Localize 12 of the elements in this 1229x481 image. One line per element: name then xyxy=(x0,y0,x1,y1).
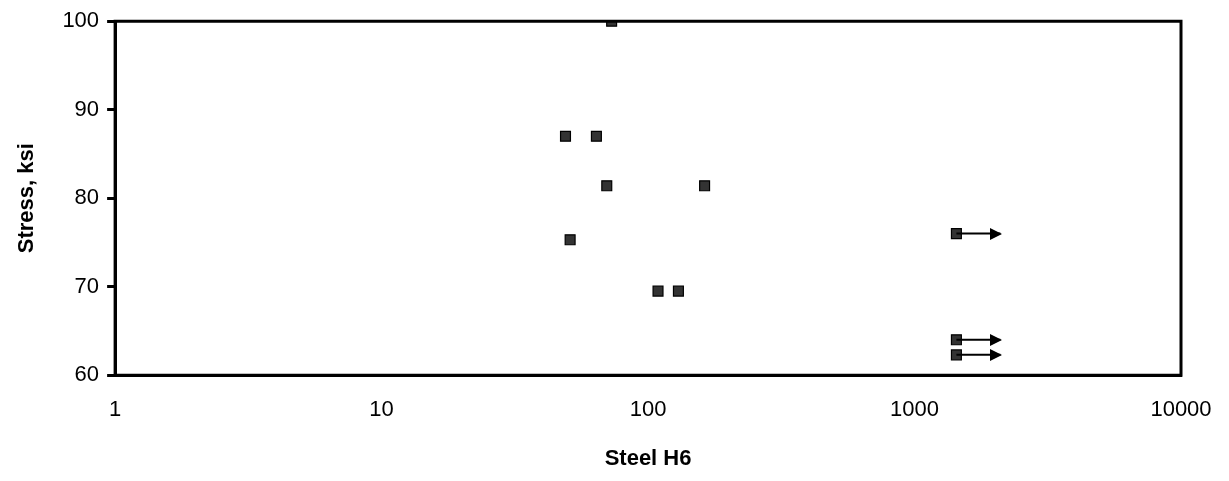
x-tick-label: 10 xyxy=(369,396,394,422)
x-tick-label: 1 xyxy=(108,396,122,422)
y-tick-label: 60 xyxy=(74,361,100,387)
y-tick-label: 70 xyxy=(74,272,100,298)
y-axis-title: Stress, ksi xyxy=(13,143,39,254)
x-tick-label: 10000 xyxy=(1150,396,1212,422)
x-tick-label: 100 xyxy=(629,396,667,422)
x-tick-label: 1000 xyxy=(890,396,939,422)
y-tick-label: 80 xyxy=(74,184,100,210)
y-tick-label: 90 xyxy=(74,95,100,121)
x-axis-title: Steel H6 xyxy=(604,444,692,470)
y-tick-label: 100 xyxy=(62,7,100,33)
